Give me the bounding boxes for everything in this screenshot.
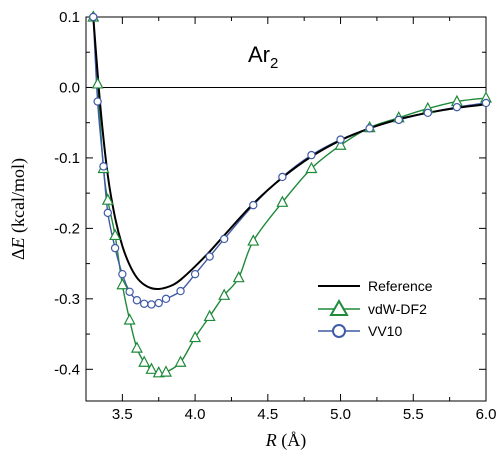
data-point-vv10 — [132, 296, 142, 305]
data-point-vdw-df2 — [123, 313, 136, 325]
series-line-vv10 — [92, 17, 486, 306]
y-axis-label-italic: E — [8, 237, 28, 249]
data-point-vv10 — [452, 102, 462, 112]
data-point-vdw-df2 — [91, 77, 104, 89]
data-point-vv10 — [190, 269, 200, 279]
data-point-vdw-df2 — [276, 195, 289, 207]
data-point-vv10 — [89, 12, 98, 22]
y-tick-label: 0.1 — [59, 9, 80, 26]
data-point-vv10 — [423, 108, 433, 118]
data-point-vdw-df2 — [145, 362, 158, 374]
data-point-vv10 — [154, 298, 163, 308]
y-tick-label: -0.2 — [54, 220, 80, 237]
y-axis-label-rest: (kcal/mol) — [8, 158, 29, 237]
x-axis-label-italic: R — [265, 430, 277, 450]
data-point-vdw-df2 — [160, 365, 172, 377]
data-point-vv10 — [103, 208, 113, 218]
data-point-vv10 — [307, 150, 316, 160]
data-point-vv10 — [336, 135, 345, 144]
legend-marker-vv10 — [332, 324, 346, 338]
annotation-subscript: 2 — [270, 55, 278, 72]
data-point-vdw-df2 — [247, 234, 260, 246]
x-tick-label: 3.5 — [112, 406, 133, 423]
data-point-vv10 — [481, 98, 491, 108]
legend-label-vdw-df2: vdW-DF2 — [368, 301, 427, 317]
data-point-vv10 — [147, 300, 156, 309]
x-tick-label: 6.0 — [476, 406, 497, 423]
data-point-vv10 — [93, 97, 102, 106]
data-point-vdw-df2 — [116, 277, 129, 290]
data-point-vdw-df2 — [109, 228, 122, 241]
legend-marker-vdw-df2 — [329, 298, 349, 316]
data-point-vdw-df2 — [232, 270, 245, 283]
data-point-vdw-df2 — [305, 161, 318, 174]
x-tick-label: 4.0 — [185, 406, 206, 423]
data-point-vv10 — [161, 294, 171, 304]
data-point-vdw-df2 — [138, 355, 151, 367]
y-tick-label: -0.1 — [54, 150, 80, 167]
y-axis-label: ΔE (kcal/mol) — [8, 158, 29, 260]
y-tick-label: -0.3 — [54, 291, 80, 308]
y-axis-label-greek: Δ — [8, 248, 28, 260]
data-point-vv10 — [219, 234, 229, 244]
data-point-vv10 — [205, 252, 214, 261]
x-axis-label: R (Å) — [265, 430, 307, 451]
legend: Reference vdW-DF2 VV10 — [318, 278, 433, 339]
data-point-vv10 — [394, 115, 403, 125]
series-layer — [87, 10, 492, 378]
legend-label-reference: Reference — [368, 278, 433, 294]
annotation-main: Ar — [248, 42, 270, 67]
data-point-vv10 — [278, 172, 287, 182]
x-tick-label: 4.5 — [257, 406, 278, 423]
data-point-vdw-df2 — [189, 330, 202, 343]
legend-label-vv10: VV10 — [368, 323, 402, 339]
data-point-vdw-df2 — [101, 193, 114, 205]
series-line-reference — [92, 17, 486, 291]
data-point-vv10 — [99, 162, 108, 171]
x-tick-label: 5.0 — [330, 406, 351, 423]
plot-frame — [85, 16, 487, 402]
data-point-vv10 — [365, 124, 374, 133]
series-line-vdw-df2 — [92, 17, 486, 375]
y-tick-label: -0.4 — [54, 361, 80, 378]
data-point-vv10 — [118, 269, 127, 279]
x-tick-label: 5.5 — [403, 406, 424, 423]
data-point-vv10 — [110, 243, 120, 253]
data-point-vv10 — [139, 299, 149, 308]
data-point-vdw-df2 — [174, 355, 187, 367]
data-point-vdw-df2 — [203, 309, 216, 322]
y-tick-label: 0.0 — [59, 79, 80, 96]
data-point-vdw-df2 — [130, 341, 143, 353]
data-point-vv10 — [125, 287, 134, 296]
data-point-vv10 — [176, 286, 185, 296]
axis-ticks: 3.5 4.0 4.5 5.0 5.5 6.0 0.1 0.0 -0.1 -0.2 -0.3 -0.4 — [54, 9, 496, 423]
data-point-vdw-df2 — [218, 288, 231, 300]
annotation-label: Ar2 — [248, 42, 278, 72]
data-point-vv10 — [249, 200, 258, 210]
x-axis-label-rest: (Å) — [277, 430, 307, 451]
data-point-vdw-df2 — [334, 138, 347, 150]
